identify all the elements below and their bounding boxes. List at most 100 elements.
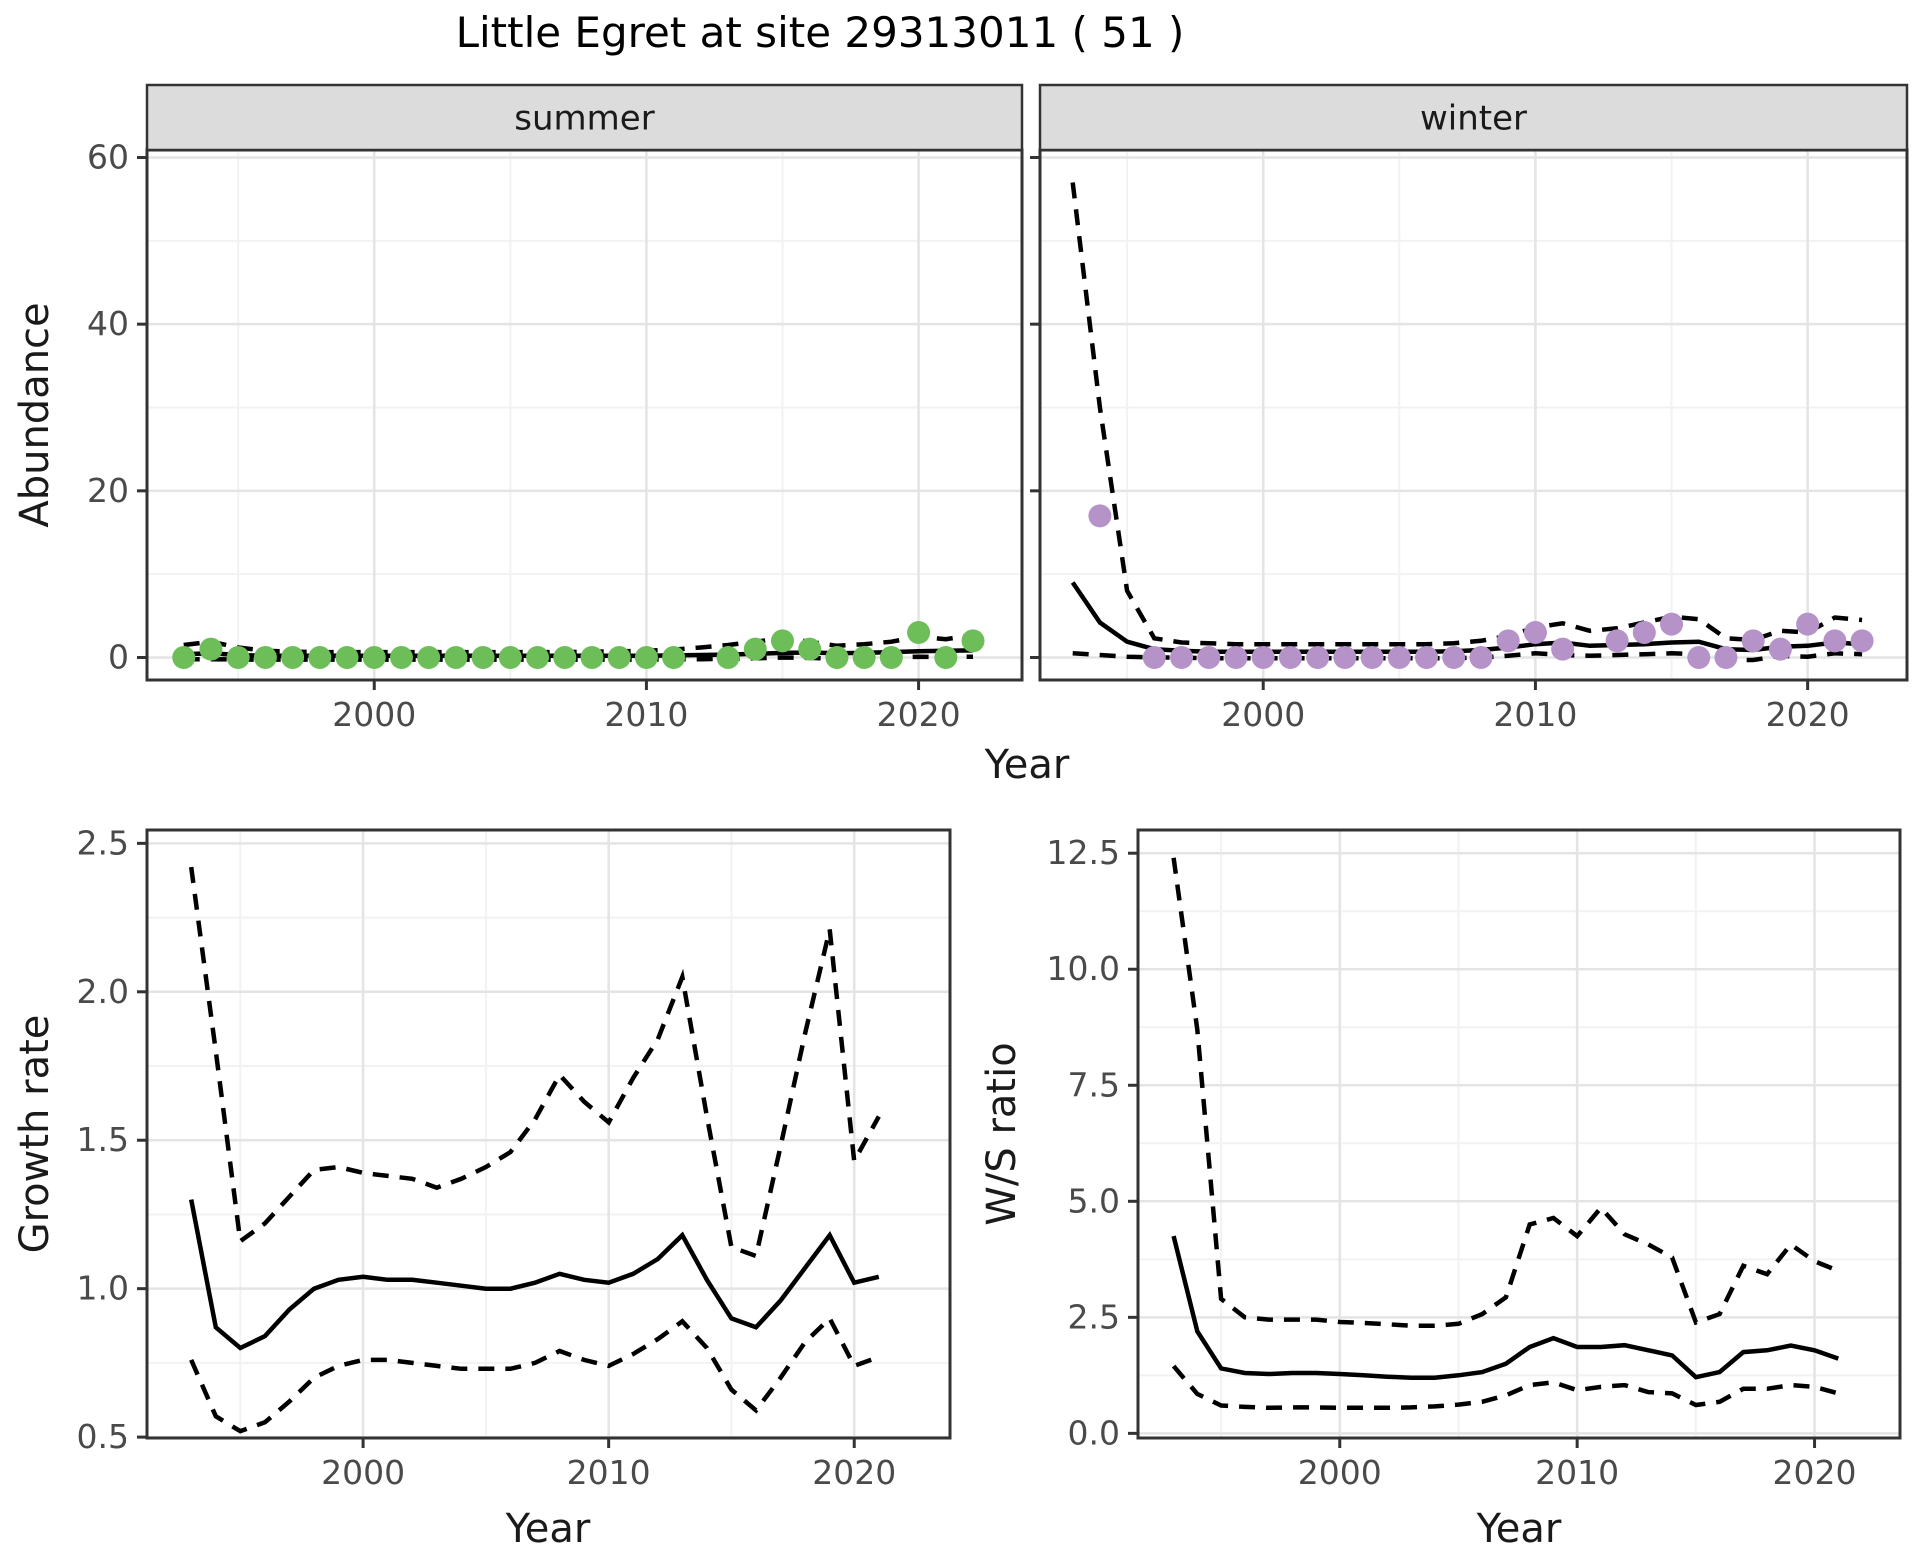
data-point (498, 646, 522, 669)
ci-lower-line (189, 1314, 880, 1434)
panel-summer: 2000 2010 2020 0 20 40 60 summer (87, 83, 1024, 734)
panel-border (1136, 828, 1902, 1440)
data-point (253, 646, 277, 669)
data-point (226, 646, 250, 669)
data-point (1333, 646, 1357, 669)
data-point (1523, 621, 1547, 644)
panel-background (147, 830, 950, 1438)
data-point (607, 646, 631, 669)
data-point (1387, 646, 1411, 669)
y-tick-label: 7.5 (1068, 1065, 1120, 1104)
data-point (716, 646, 740, 669)
series-layer (172, 621, 985, 669)
year-axis-title-bottom-right: Year (1476, 1506, 1562, 1552)
data-point (444, 646, 468, 669)
facet-strip: summer (145, 83, 1024, 152)
data-point (1469, 646, 1493, 669)
data-point (1714, 646, 1738, 669)
data-point (1251, 646, 1275, 669)
data-point (879, 646, 903, 669)
data-point (1687, 646, 1711, 669)
data-point (471, 646, 495, 669)
y-tick-label: 40 (87, 304, 129, 343)
facet-strip-background (145, 83, 1024, 152)
data-point (580, 646, 604, 669)
y-tick-label: 10.0 (1047, 949, 1120, 988)
y-tick-label: 5.0 (1068, 1181, 1120, 1220)
x-tick-label: 2010 (567, 1453, 651, 1492)
panel-growth-rate: 2000 2010 2020 0.5 1.0 1.5 2.0 2.5 (77, 823, 952, 1492)
x-tick-label: 2020 (1773, 1453, 1857, 1492)
data-point (825, 646, 849, 669)
y-tick-label: 60 (87, 138, 129, 177)
y-tick-label: 12.5 (1047, 833, 1120, 872)
data-point (1278, 646, 1302, 669)
data-point (961, 629, 985, 653)
data-point (1442, 646, 1466, 669)
axis-ticks: 2000 2010 2020 0.0 2.5 5.0 7.5 10.0 12.5 (1047, 833, 1857, 1492)
grid-minor (147, 150, 1022, 680)
panel-winter: 2000 2010 2020 winter (1030, 83, 1909, 734)
ci-lower-line (1171, 1364, 1839, 1411)
chart-title: Little Egret at site 29313011 ( 51 ) (455, 8, 1185, 57)
facet-strip-label: summer (514, 99, 654, 139)
data-point (1741, 629, 1765, 653)
fit-line (188, 1199, 880, 1351)
data-point (1197, 646, 1221, 669)
data-point (852, 646, 876, 669)
data-point (662, 646, 686, 669)
data-point (770, 629, 794, 653)
x-tick-label: 2000 (1298, 1453, 1382, 1492)
data-point (1415, 646, 1439, 669)
fit-line (1171, 1235, 1840, 1380)
series-layer (1070, 182, 1874, 669)
facet-strip-label: winter (1420, 99, 1527, 139)
data-point (362, 646, 386, 669)
data-point (199, 637, 223, 661)
y-tick-label: 0 (108, 638, 129, 677)
x-tick-label: 2000 (321, 1453, 405, 1492)
data-point (1632, 621, 1656, 644)
axis-ticks: 2000 2010 2020 (1030, 156, 1850, 734)
data-point (1360, 646, 1384, 669)
panel-border (145, 828, 952, 1440)
data-point (526, 646, 550, 669)
facet-strip-background (1038, 83, 1909, 152)
x-tick-label: 2000 (332, 695, 416, 734)
y-tick-label: 1.5 (77, 1120, 129, 1159)
data-point (1088, 504, 1112, 528)
year-axis-title-bottom-left: Year (505, 1506, 591, 1552)
facet-strip: winter (1038, 83, 1909, 152)
series-layer (188, 866, 881, 1434)
data-point (172, 646, 196, 669)
panel-background (1040, 150, 1907, 680)
y-tick-label: 2.5 (1068, 1297, 1120, 1336)
x-tick-label: 2000 (1221, 695, 1305, 734)
grid-major (147, 150, 1022, 680)
year-axis-title-top: Year (984, 742, 1070, 788)
data-point (1496, 629, 1520, 653)
x-tick-label: 2020 (812, 1453, 896, 1492)
data-point (1768, 637, 1792, 661)
ci-upper-line (183, 632, 974, 655)
observation-points (1088, 504, 1874, 669)
panel-background (1138, 830, 1900, 1438)
data-point (1823, 629, 1847, 653)
x-tick-label: 2010 (1493, 695, 1577, 734)
data-point (1796, 612, 1820, 636)
data-point (743, 637, 767, 661)
data-point (281, 646, 305, 669)
y-tick-label: 0.0 (1068, 1413, 1120, 1452)
ci-upper-line (1070, 182, 1863, 647)
ci-upper-line (188, 866, 881, 1259)
x-tick-label: 2020 (877, 695, 961, 734)
ws-ratio-axis-title: W/S ratio (979, 1042, 1025, 1225)
series-layer (1171, 857, 1840, 1411)
growth-rate-axis-title: Growth rate (12, 1015, 58, 1254)
data-point (1224, 646, 1248, 669)
data-point (1551, 637, 1575, 661)
grid-minor (147, 830, 950, 1438)
data-point (308, 646, 332, 669)
